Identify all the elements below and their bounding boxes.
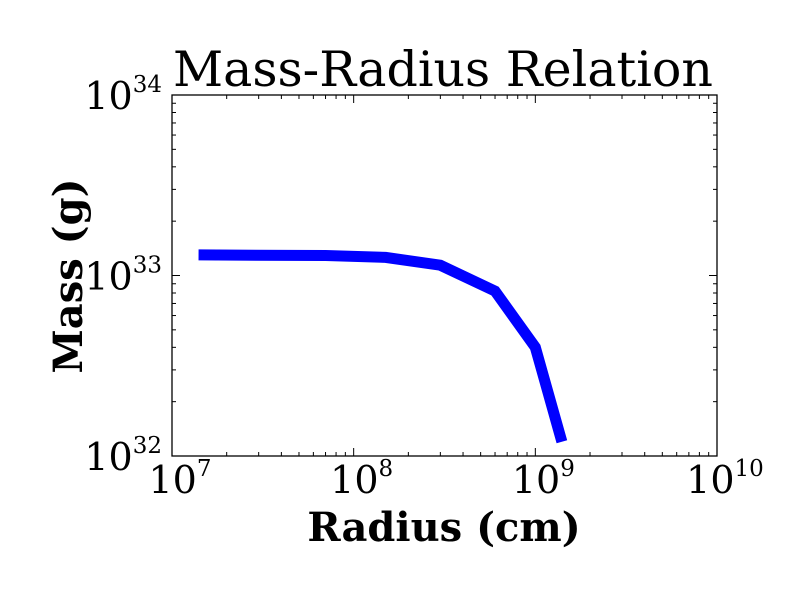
axes-frame	[171, 94, 718, 457]
tick-labels: 107 108 109 1010 1032 1033 1034	[84, 72, 763, 502]
series-line-0	[198, 249, 568, 444]
x-tick-label: 107	[149, 456, 212, 502]
x-axis-label: Radius (cm)	[307, 504, 580, 551]
x-tick-label: 109	[512, 456, 575, 502]
chart-title: Mass-Radius Relation	[173, 41, 713, 98]
axis-ticks	[171, 94, 718, 457]
x-tick-label: 1010	[686, 456, 764, 502]
plot-area	[198, 249, 568, 444]
y-tick-label: 1034	[84, 72, 162, 118]
x-tick-label: 108	[330, 456, 393, 502]
y-tick-label: 1032	[84, 433, 162, 479]
y-tick-label: 1033	[84, 253, 162, 299]
y-axis-label: Mass (g)	[45, 179, 92, 374]
